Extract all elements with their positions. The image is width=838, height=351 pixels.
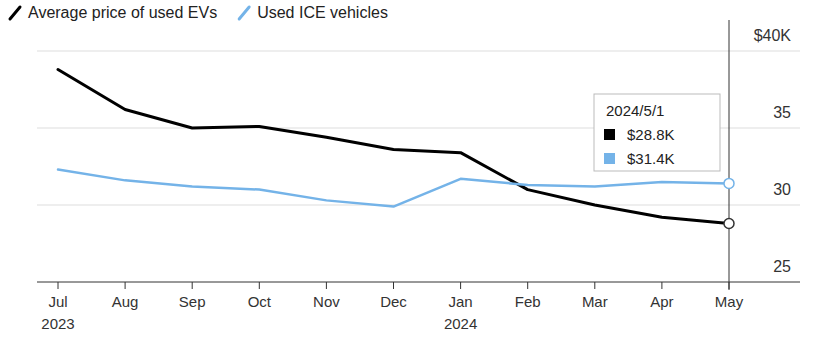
x-tick-label: Sep [179,293,206,310]
x-tick-label-part: Jul [48,293,67,310]
x-tick-label: Dec [380,293,407,310]
x-tick-label-part: Nov [313,293,340,310]
x-tick-label: Nov [313,293,340,310]
x-tick [594,282,595,289]
tooltip-swatch [604,153,615,164]
x-tick-label: May [715,293,744,310]
x-tick-label: Feb [515,293,541,310]
x-tick-label-part: Jan [449,293,473,310]
cursor-line [729,20,730,290]
series-line [58,69,729,223]
x-tick-label: Jan 2024 [444,293,477,332]
x-tick [259,282,260,289]
x-tick-label-part: Mar [582,293,608,310]
x-tick [393,282,394,289]
x-tick-label-part: Apr [650,293,673,310]
x-tick-label: Jul 2023 [41,293,74,332]
x-tick-label: Apr [650,293,673,310]
x-tick-label: Aug [112,293,139,310]
tooltip-box [594,94,720,171]
x-axis-line [37,282,800,283]
x-tick [460,282,461,289]
grid-line [37,51,800,52]
x-tick-label-part: May [715,293,744,310]
tooltip-label: $31.4K [627,150,675,167]
x-tick [326,282,327,289]
chart: 25 30 35 $40K Jul 2023 Aug Sep Oct Nov Dec Jan 2024 F… [0,0,838,351]
x-tick-label-part: 2024 [444,315,477,332]
x-tick-label: Oct [248,293,272,310]
series-line [58,170,729,207]
x-tick-label-part: Feb [515,293,541,310]
legend-label: Average price of used EVs [28,4,217,21]
x-tick-label-part: Dec [380,293,407,310]
tooltip-swatch [604,129,615,140]
y-tick-label: 30 [773,181,791,198]
hover-point [724,218,734,228]
x-tick [192,282,193,289]
lines [58,69,729,223]
x-tick-label-part: Sep [179,293,206,310]
x-tick-label-part: 2023 [41,315,74,332]
x-tick [527,282,528,289]
y-tick-label: 35 [773,104,791,121]
y-tick-label: 25 [773,258,791,275]
legend-swatch [10,7,20,19]
x-tick-label: Mar [582,293,608,310]
x-tick [661,282,662,289]
legend-swatch [239,7,249,19]
x-tick [125,282,126,289]
x-tick-label-part: Oct [248,293,272,310]
tooltip-label: $28.8K [627,126,675,143]
grid-line [37,205,800,206]
tooltip-title: 2024/5/1 [606,102,664,119]
x-tick-label-part: Aug [112,293,139,310]
y-tick-label: $40K [754,27,792,44]
x-tick [58,282,59,289]
hover-point [724,178,734,188]
legend-label: Used ICE vehicles [257,4,388,21]
